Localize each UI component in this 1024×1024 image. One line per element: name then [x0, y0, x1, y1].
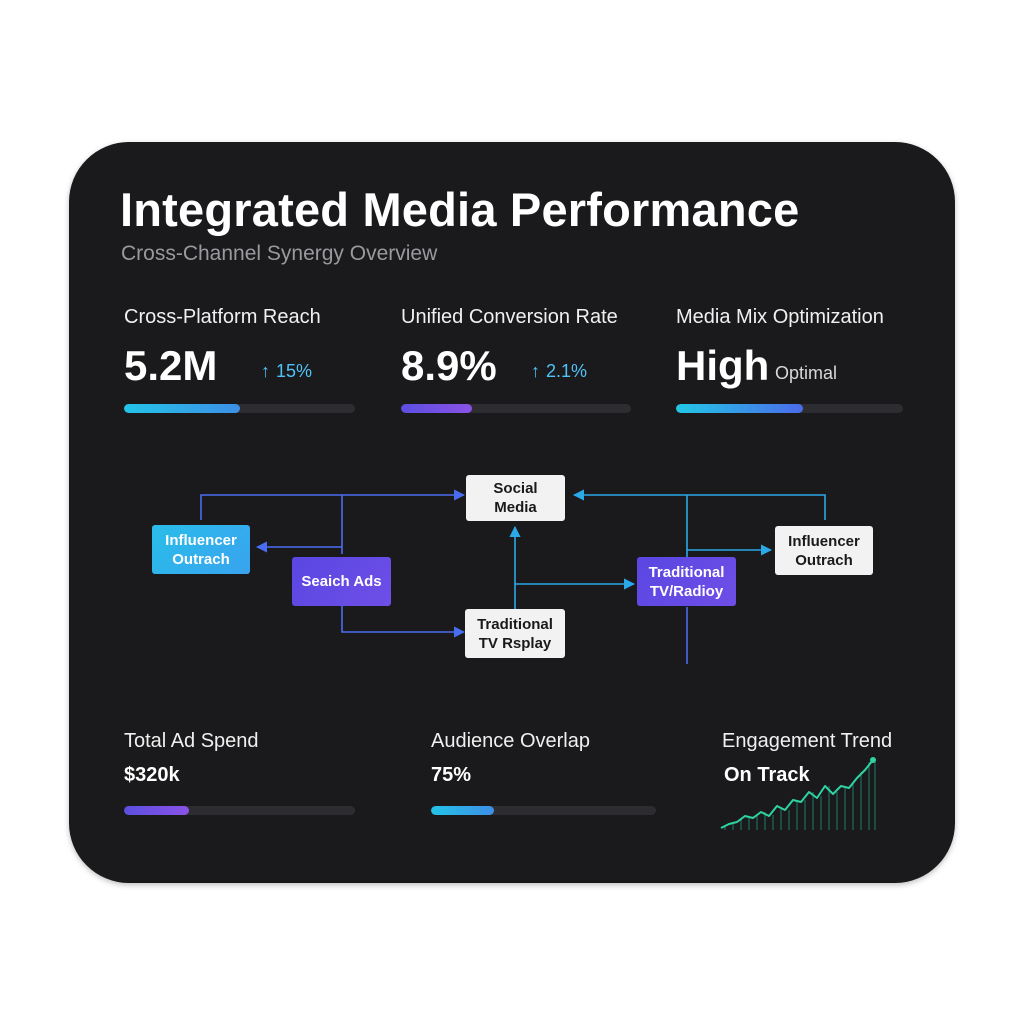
node-line: Outrach: [795, 551, 853, 569]
kpi-media-mix-optimization: Media Mix Optimization High Optimal: [676, 306, 936, 416]
node-line: TV Rsplay: [478, 634, 552, 652]
kpi-delta: ↑ 15%: [261, 361, 312, 382]
kpi-delta-value: 2.1%: [546, 361, 588, 381]
node-traditional-center[interactable]: Traditional TV Rsplay: [465, 609, 565, 658]
engagement-trend-value: On Track: [724, 764, 810, 786]
audience-overlap-value: 75%: [431, 764, 472, 786]
node-line: Traditional: [648, 563, 725, 581]
node-social-media[interactable]: Social Media: [466, 475, 565, 521]
node-line: TV/Radioy: [649, 582, 724, 600]
dashboard-card: Integrated Media Performance Cross-Chann…: [69, 142, 955, 883]
audience-overlap-progress-fill: [431, 806, 494, 815]
audience-overlap-label: Audience Overlap: [431, 730, 590, 752]
kpi-progress-fill: [676, 404, 804, 413]
node-line: Social Media: [493, 480, 538, 516]
kpi-progress-bar: [676, 404, 903, 413]
node-line: Influencer: [165, 531, 237, 549]
node-line: Seaich Ads: [301, 573, 382, 590]
arrow-up-icon: ↑: [531, 361, 540, 381]
node-line: Influencer: [788, 532, 860, 550]
kpi-value: 5.2M: [124, 342, 218, 389]
kpi-label: Media Mix Optimization: [676, 306, 884, 328]
kpi-label: Unified Conversion Rate: [401, 306, 618, 328]
kpi-delta-value: 15%: [276, 361, 313, 381]
connector-line: [200, 489, 466, 520]
kpi-progress-bar: [124, 404, 355, 413]
kpi-label: Cross-Platform Reach: [124, 306, 321, 328]
connector-line: [341, 602, 466, 638]
kpi-progress-fill: [124, 404, 240, 413]
node-line: Outrach: [172, 550, 230, 568]
kpi-progress-fill: [401, 404, 473, 413]
kpi-value: 8.9%: [401, 342, 497, 389]
channel-flow-diagram: Influencer Outrach Seaich Ads Social Medi…: [69, 462, 955, 672]
page-subtitle: Cross-Channel Synergy Overview: [121, 242, 438, 265]
arrow-up-icon: ↑: [261, 361, 270, 381]
node-influencer-outreach-right[interactable]: Influencer Outrach: [775, 526, 873, 575]
kpi-cross-platform-reach: Cross-Platform Reach 5.2M ↑ 15%: [124, 306, 364, 416]
total-ad-spend-value: $320k: [124, 764, 180, 786]
total-ad-spend-progress-bar: [124, 806, 355, 815]
node-influencer-outreach-left[interactable]: Influencer Outrach: [152, 525, 250, 574]
total-ad-spend-label: Total Ad Spend: [124, 730, 259, 752]
sparkline-chart-icon: [720, 757, 876, 830]
kpi-value: High: [676, 342, 770, 389]
kpi-unified-conversion-rate: Unified Conversion Rate 8.9% ↑ 2.1%: [401, 306, 661, 416]
diagram-connectors: [200, 489, 826, 664]
kpi-delta: ↑ 2.1%: [531, 361, 587, 382]
audience-overlap-progress-bar: [431, 806, 656, 815]
node-search-ads[interactable]: Seaich Ads: [292, 557, 391, 606]
total-ad-spend-progress-fill: [124, 806, 189, 815]
node-line: Traditional: [477, 615, 553, 633]
node-traditional-right[interactable]: Traditional TV/Radioy: [637, 557, 736, 606]
kpi-progress-bar: [401, 404, 631, 413]
page-title: Integrated Media Performance: [120, 183, 800, 236]
connector-line: [572, 489, 826, 520]
kpi-note: Optimal: [775, 363, 838, 383]
engagement-trend-label: Engagement Trend: [722, 730, 893, 752]
